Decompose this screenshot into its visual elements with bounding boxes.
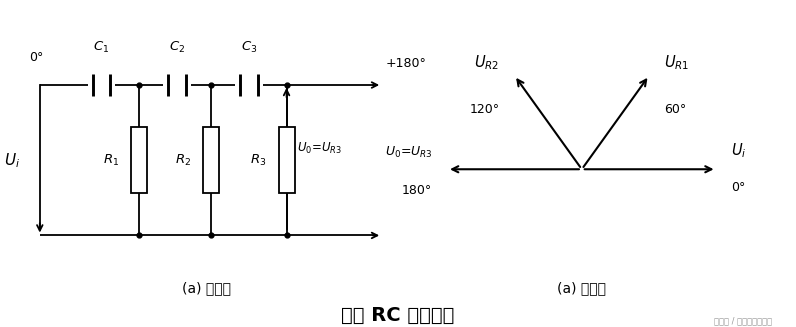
Text: $U_{R1}$: $U_{R1}$ xyxy=(664,54,689,73)
Text: $C_2$: $C_2$ xyxy=(169,40,185,55)
Text: 三节 RC 移相网络: 三节 RC 移相网络 xyxy=(341,306,455,325)
Text: $C_3$: $C_3$ xyxy=(240,40,257,55)
Text: 180°: 180° xyxy=(402,184,432,197)
Text: $R_2$: $R_2$ xyxy=(175,153,191,168)
Text: $U_0$=$U_{R3}$: $U_0$=$U_{R3}$ xyxy=(384,145,432,160)
Text: (a) 矢量图: (a) 矢量图 xyxy=(557,282,607,296)
Text: (a) 电路图: (a) 电路图 xyxy=(182,282,232,296)
Text: $U_{R2}$: $U_{R2}$ xyxy=(474,54,500,73)
Text: 头条号 / 容马识途单片机: 头条号 / 容马识途单片机 xyxy=(714,316,772,325)
Text: $U_0$=$U_{R3}$: $U_0$=$U_{R3}$ xyxy=(296,141,341,156)
Text: 60°: 60° xyxy=(664,103,686,115)
Text: $U_i$: $U_i$ xyxy=(4,151,20,170)
Text: $C_1$: $C_1$ xyxy=(93,40,110,55)
Text: $R_1$: $R_1$ xyxy=(103,153,119,168)
Text: $U_i$: $U_i$ xyxy=(732,142,747,160)
Bar xyxy=(203,127,219,193)
Text: +180°: +180° xyxy=(386,57,427,70)
Bar xyxy=(279,127,295,193)
Text: 120°: 120° xyxy=(470,103,500,115)
Bar xyxy=(131,127,147,193)
Text: $R_3$: $R_3$ xyxy=(250,153,267,168)
Text: 0°: 0° xyxy=(29,51,43,64)
Text: 0°: 0° xyxy=(732,181,746,194)
